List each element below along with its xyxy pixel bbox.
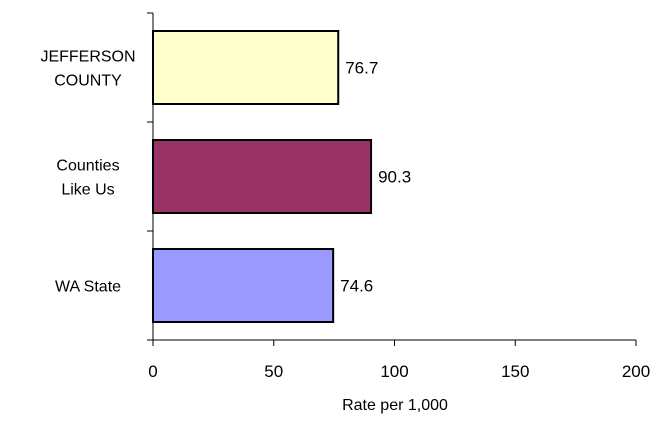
x-axis-title: Rate per 1,000 xyxy=(342,397,448,414)
bars-layer xyxy=(152,30,373,323)
x-tick-label: 150 xyxy=(501,362,529,381)
labels-layer: 76.7 JEFFERSON COUNTY 90.3 Counties Like Us 74… xyxy=(40,49,650,382)
x-tick-label: 0 xyxy=(148,362,157,381)
data-label: 90.3 xyxy=(378,168,411,187)
axes-layer xyxy=(147,12,637,346)
data-label: 74.6 xyxy=(340,277,373,296)
category-label: WA State xyxy=(55,279,121,296)
category-label: JEFFERSON xyxy=(40,49,135,66)
x-tick-label: 50 xyxy=(264,362,283,381)
bar xyxy=(152,248,335,323)
bar xyxy=(152,30,340,105)
bar xyxy=(152,139,373,214)
category-label: Like Us xyxy=(61,182,114,199)
category-label: Counties xyxy=(56,158,119,175)
category-label: COUNTY xyxy=(54,73,122,90)
x-tick-label: 200 xyxy=(622,362,650,381)
x-tick-label: 100 xyxy=(380,362,408,381)
data-label: 76.7 xyxy=(345,59,378,78)
